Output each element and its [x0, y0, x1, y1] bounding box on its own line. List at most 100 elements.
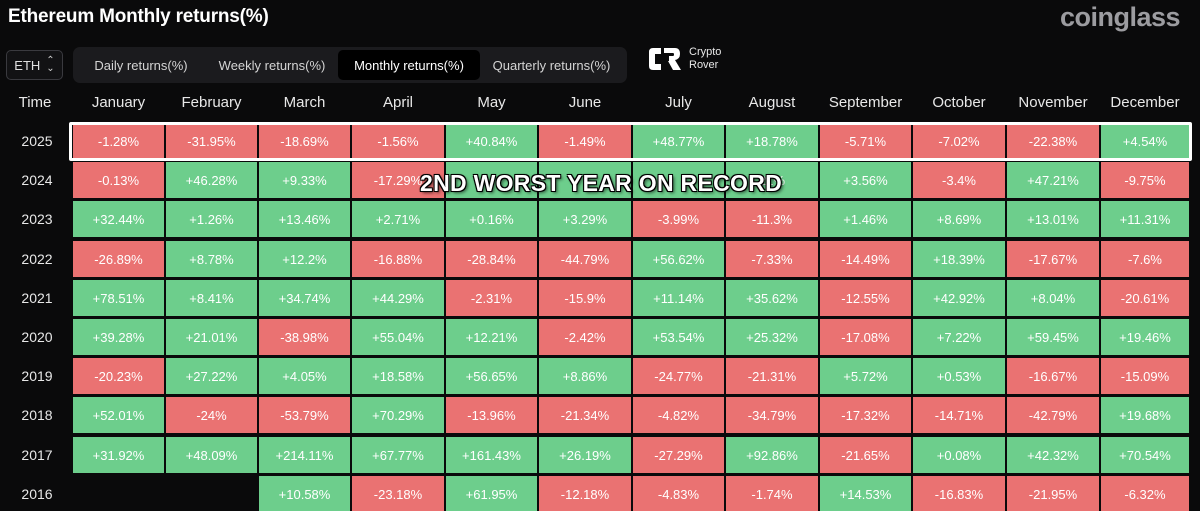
- table-header: Time January February March April May June July…: [0, 90, 1200, 114]
- row-year-label: 2021: [21, 290, 53, 306]
- table-cell: -14.49%: [819, 240, 912, 278]
- asset-select-value: ETH: [14, 57, 41, 73]
- table-cell: -31.95%: [165, 122, 258, 160]
- table-cell: +1.46%: [819, 200, 912, 238]
- table-cell: -16.83%: [912, 475, 1006, 511]
- row-year-label: 2024: [21, 172, 53, 188]
- table-cell: [165, 475, 258, 511]
- header-month: June: [568, 93, 602, 111]
- table-cell: -13.96%: [445, 396, 538, 434]
- table-cell: -7.6%: [1100, 240, 1190, 278]
- table-cell: -1.56%: [351, 122, 445, 160]
- table-cell: -7.02%: [912, 122, 1006, 160]
- table-cell: +18.78%: [725, 122, 819, 160]
- table-cell: -44.79%: [538, 240, 632, 278]
- table-cell: -1.49%: [538, 122, 632, 160]
- table-cell: -1.74%: [725, 475, 819, 511]
- table-cell: +32.44%: [72, 200, 165, 238]
- row-year-label: 2022: [21, 251, 53, 267]
- table-cell: -20.61%: [1100, 279, 1190, 317]
- table-cell: +14.53%: [819, 475, 912, 511]
- table-cell: +8.86%: [538, 357, 632, 395]
- table-cell: +8.78%: [165, 240, 258, 278]
- table-cell: -16.67%: [1006, 357, 1100, 395]
- table-cell: -21.95%: [1006, 475, 1100, 511]
- tab-weekly-returns[interactable]: Weekly returns(%): [218, 57, 326, 73]
- table-cell: +31.92%: [72, 436, 165, 474]
- table-cell: -26.89%: [72, 240, 165, 278]
- table-cell: +67.77%: [351, 436, 445, 474]
- header-month: February: [181, 93, 242, 111]
- annotation-banner: 2ND WORST YEAR ON RECORD: [420, 170, 783, 196]
- tab-daily-returns[interactable]: Daily returns(%): [94, 57, 188, 73]
- table-cell: +56.65%: [445, 357, 538, 395]
- table-cell: -34.79%: [725, 396, 819, 434]
- row-year-label: 2025: [21, 133, 53, 149]
- table-cell: +11.14%: [632, 279, 725, 317]
- table-cell: -21.65%: [819, 436, 912, 474]
- crypto-rover-logo: Crypto Rover: [647, 45, 721, 73]
- table-cell: +39.28%: [72, 318, 165, 356]
- row-year-label: 2019: [21, 368, 53, 384]
- table-cell: -3.4%: [912, 161, 1006, 199]
- table-cell: +0.16%: [445, 200, 538, 238]
- table-cell: +0.08%: [912, 436, 1006, 474]
- table-cell: +61.95%: [445, 475, 538, 511]
- table-cell: +3.56%: [819, 161, 912, 199]
- table-cell: +55.04%: [351, 318, 445, 356]
- header-month: May: [477, 93, 506, 111]
- row-year-label: 2016: [21, 486, 53, 502]
- row-year-label: 2023: [21, 211, 53, 227]
- table-cell: +12.2%: [258, 240, 351, 278]
- table-cell: [632, 161, 725, 199]
- table-cell: +78.51%: [72, 279, 165, 317]
- table-cell: +5.72%: [819, 357, 912, 395]
- header-month: December: [1110, 93, 1180, 111]
- header-month: October: [932, 93, 986, 111]
- table-cell: +48.09%: [165, 436, 258, 474]
- table-cell: -21.34%: [538, 396, 632, 434]
- table-cell: +52.01%: [72, 396, 165, 434]
- table-cell: +0.53%: [912, 357, 1006, 395]
- table-cell: +27.22%: [165, 357, 258, 395]
- table-cell: +161.43%: [445, 436, 538, 474]
- tab-monthly-returns[interactable]: Monthly returns(%): [338, 50, 480, 80]
- table-cell: +18.39%: [912, 240, 1006, 278]
- table-cell: +7.22%: [912, 318, 1006, 356]
- table-cell: -22.38%: [1006, 122, 1100, 160]
- header-time: Time: [18, 93, 52, 111]
- table-cell: [538, 161, 632, 199]
- header-month: August: [748, 93, 796, 111]
- table-cell: -2.42%: [538, 318, 632, 356]
- table-cell: +47.21%: [1006, 161, 1100, 199]
- table-cell: +2.71%: [351, 200, 445, 238]
- table-cell: +40.84%: [445, 122, 538, 160]
- asset-select[interactable]: ETH ⌃ ⌄: [6, 50, 63, 80]
- table-cell: +42.32%: [1006, 436, 1100, 474]
- table-cell: -14.71%: [912, 396, 1006, 434]
- table-cell: -27.29%: [632, 436, 725, 474]
- table-cell: +21.01%: [165, 318, 258, 356]
- header-month: July: [665, 93, 692, 111]
- crypto-rover-mark-icon: [649, 48, 681, 70]
- table-cell: +13.01%: [1006, 200, 1100, 238]
- tab-quarterly-returns[interactable]: Quarterly returns(%): [492, 57, 611, 73]
- table-cell: +25.32%: [725, 318, 819, 356]
- header-month: November: [1018, 93, 1088, 111]
- table-cell: +70.54%: [1100, 436, 1190, 474]
- table-cell: +8.41%: [165, 279, 258, 317]
- table-cell: +26.19%: [538, 436, 632, 474]
- table-cell: -18.69%: [258, 122, 351, 160]
- table-cell: +214.11%: [258, 436, 351, 474]
- table-cell: -20.23%: [72, 357, 165, 395]
- table-cell: +42.92%: [912, 279, 1006, 317]
- table-cell: +11.31%: [1100, 200, 1190, 238]
- table-cell: +35.62%: [725, 279, 819, 317]
- table-cell: -21.31%: [725, 357, 819, 395]
- table-cell: +4.05%: [258, 357, 351, 395]
- table-cell: [445, 161, 538, 199]
- table-cell: +46.28%: [165, 161, 258, 199]
- table-cell: -11.3%: [725, 200, 819, 238]
- table-cell: +18.58%: [351, 357, 445, 395]
- table-cell: -24.77%: [632, 357, 725, 395]
